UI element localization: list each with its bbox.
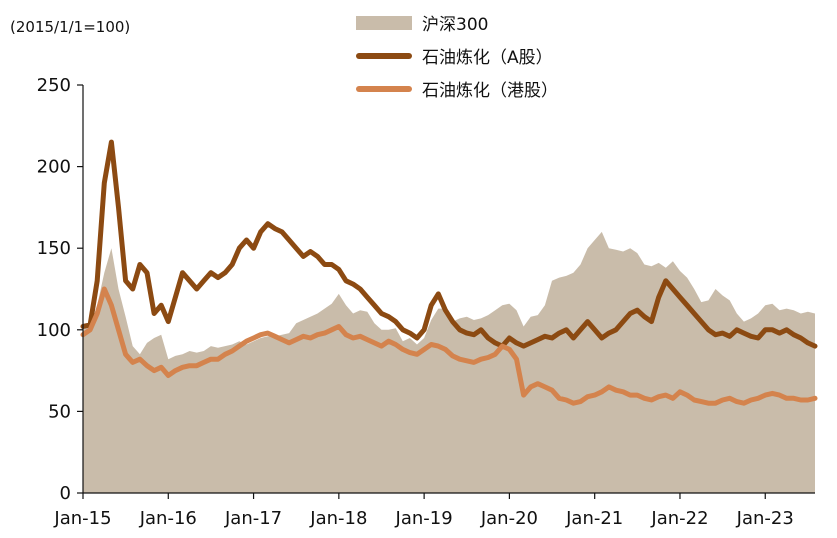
y-tick-label: 50: [48, 401, 71, 422]
x-tick-label: Jan-21: [565, 508, 623, 529]
legend-label-hs300: 沪深300: [422, 15, 489, 35]
legend-swatch-refining-a: [356, 52, 412, 59]
series-line-refining-hk: [80, 286, 818, 406]
y-tick-label: 150: [37, 238, 71, 259]
legend-swatch-refining-hk: [356, 85, 412, 92]
x-ticks: Jan-15 Jan-16 Jan-17 Jan-18 Jan-19 Jan-20 Jan-…: [53, 493, 794, 529]
legend-label-refining-hk: 石油炼化（港股）: [422, 81, 558, 101]
legend-item-hs300: 沪深300: [356, 6, 558, 39]
legend-item-refining-hk: 石油炼化（港股）: [356, 72, 558, 105]
x-tick-label: Jan-19: [395, 508, 453, 529]
x-tick-label: Jan-20: [480, 508, 538, 529]
y-tick-label: 200: [37, 157, 71, 178]
y-ticks: 0 50 100 150 200 250: [37, 75, 83, 504]
legend-label-refining-a: 石油炼化（A股）: [422, 48, 553, 68]
axes: [82, 85, 815, 494]
x-tick-label: Jan-22: [650, 508, 708, 529]
series-line-refining-a: [80, 139, 818, 349]
y-tick-label: 0: [60, 483, 71, 504]
x-tick-label: Jan-23: [736, 508, 794, 529]
legend-swatch-hs300: [356, 15, 412, 30]
x-tick-label: Jan-18: [309, 508, 367, 529]
x-tick-label: Jan-17: [224, 508, 282, 529]
x-tick-label: Jan-15: [53, 508, 111, 529]
y-axis-unit-label: (2015/1/1=100): [10, 18, 131, 36]
x-tick-label: Jan-16: [139, 508, 197, 529]
y-tick-label: 100: [37, 320, 71, 341]
plot-area: [80, 139, 818, 493]
series-area-hs300: [83, 231, 815, 493]
legend: 沪深300 石油炼化（A股） 石油炼化（港股）: [356, 6, 558, 105]
y-tick-label: 250: [37, 75, 71, 96]
legend-item-refining-a: 石油炼化（A股）: [356, 39, 558, 72]
